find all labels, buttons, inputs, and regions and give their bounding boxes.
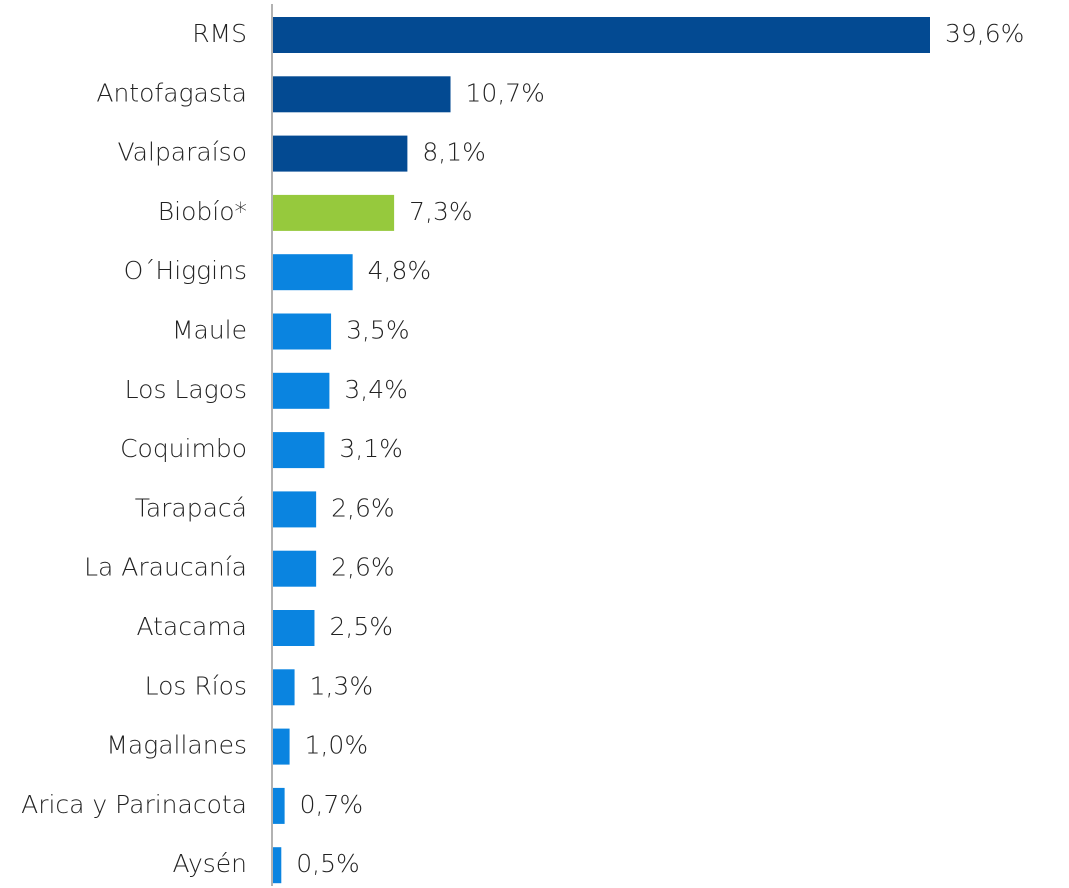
bar: [273, 76, 451, 113]
category-label: Atacama: [136, 612, 247, 641]
category-label: Antofagasta: [96, 78, 247, 107]
bar: [273, 313, 332, 350]
value-label: 4,8%: [368, 256, 432, 285]
value-label: 7,3%: [409, 197, 473, 226]
value-label: 1,3%: [310, 671, 374, 700]
category-label: O´Higgins: [124, 256, 247, 285]
category-label: La Araucanía: [84, 553, 247, 582]
bar: [273, 610, 315, 646]
category-label: Valparaíso: [118, 138, 247, 167]
category-label: Maule: [172, 316, 247, 345]
bar: [273, 135, 408, 172]
value-label: 2,6%: [331, 493, 395, 522]
bar: [273, 728, 290, 765]
value-label: 3,5%: [346, 316, 410, 345]
value-label: 2,5%: [329, 612, 393, 641]
category-label: Magallanes: [106, 731, 247, 760]
category-label: Biobío*: [158, 197, 247, 226]
category-label: Arica y Parinacota: [21, 790, 247, 819]
value-label: 3,4%: [344, 375, 408, 404]
bar: [273, 372, 330, 409]
bar: [273, 669, 295, 706]
value-label: 39,6%: [945, 19, 1024, 48]
category-label: Tarapacá: [135, 493, 247, 522]
value-label: 8,1%: [422, 138, 486, 167]
value-label: 0,7%: [300, 790, 364, 819]
value-label: 3,1%: [339, 434, 403, 463]
value-label: 1,0%: [305, 731, 369, 760]
category-label: RMS: [192, 19, 247, 48]
value-label: 2,6%: [331, 553, 395, 582]
value-label: 10,7%: [466, 78, 545, 107]
bar: [273, 491, 317, 528]
bar: [273, 194, 395, 231]
category-label: Aysén: [173, 849, 247, 878]
category-label: Los Ríos: [145, 671, 247, 700]
bar: [273, 787, 285, 824]
category-label: Los Lagos: [125, 375, 247, 404]
bar: [273, 550, 317, 587]
bar: [273, 847, 282, 884]
value-label: 0,5%: [296, 849, 360, 878]
category-label: Coquimbo: [120, 434, 247, 463]
bar: [273, 17, 930, 53]
bar: [273, 254, 353, 291]
bar: [273, 432, 325, 469]
